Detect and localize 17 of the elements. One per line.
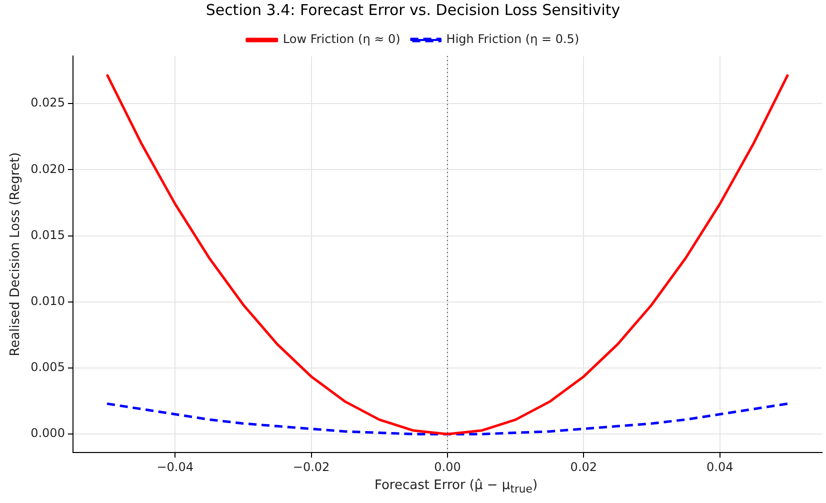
y-tick-label: 0.025 (30, 96, 65, 110)
x-tick-label: 0.00 (434, 460, 461, 474)
y-tick-label: 0.010 (30, 294, 65, 308)
x-tick-label: −0.02 (292, 460, 330, 474)
y-axis-title: Realised Decision Loss (Regret) (8, 152, 24, 356)
x-tick-label: 0.02 (570, 460, 598, 474)
legend-label: Low Friction (η ≈ 0) (282, 32, 400, 46)
y-tick-label: 0.020 (30, 162, 65, 176)
y-tick-label: 0.000 (30, 426, 65, 440)
chart-title: Section 3.4: Forecast Error vs. Decision Loss Sensitivity (206, 0, 620, 19)
y-tick-label: 0.015 (30, 228, 65, 242)
legend-label: High Friction (η = 0.5) (446, 32, 580, 46)
x-tick-label: 0.04 (706, 460, 734, 474)
y-tick-label: 0.005 (30, 360, 65, 374)
x-axis-title: Forecast Error (μ̂ − μ$_{true}$) (373, 478, 539, 496)
x-tick-label: −0.04 (156, 460, 194, 474)
line-series (106, 402, 790, 436)
